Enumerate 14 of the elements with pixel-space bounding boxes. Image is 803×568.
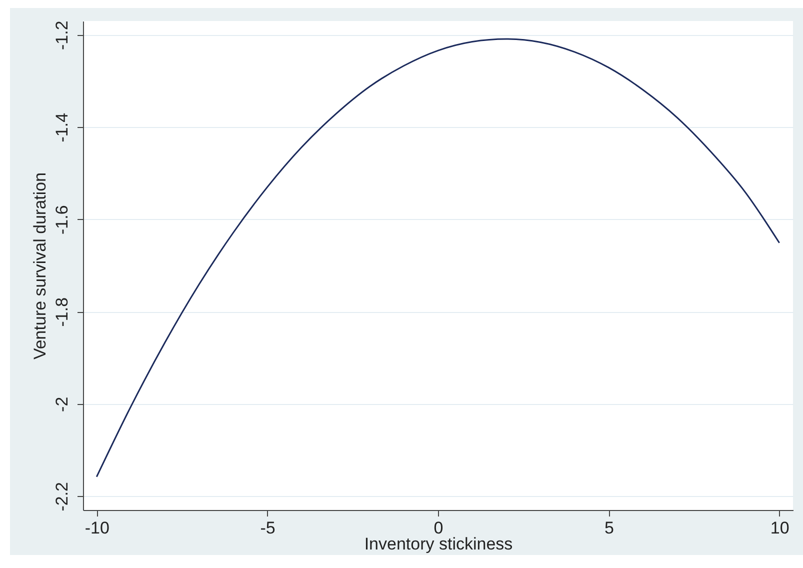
y-tick-label: -2.2 bbox=[52, 482, 72, 512]
x-axis-title: Inventory stickiness bbox=[364, 534, 513, 554]
y-tick-label: -2 bbox=[52, 396, 72, 412]
x-tick-label: 0 bbox=[434, 518, 444, 538]
x-tick-label: -5 bbox=[260, 518, 276, 538]
x-tick-label: -10 bbox=[84, 518, 110, 538]
x-tick-label: 5 bbox=[604, 518, 614, 538]
y-tick-label: -1.6 bbox=[52, 205, 72, 235]
line-series bbox=[96, 38, 780, 478]
y-tick-label: -1.8 bbox=[52, 297, 72, 327]
y-axis-title: Venture survival duration bbox=[30, 172, 50, 360]
x-tick-label: 10 bbox=[770, 518, 790, 538]
y-tick-label: -1.4 bbox=[52, 112, 72, 142]
y-tick-label: -1.2 bbox=[52, 20, 72, 50]
